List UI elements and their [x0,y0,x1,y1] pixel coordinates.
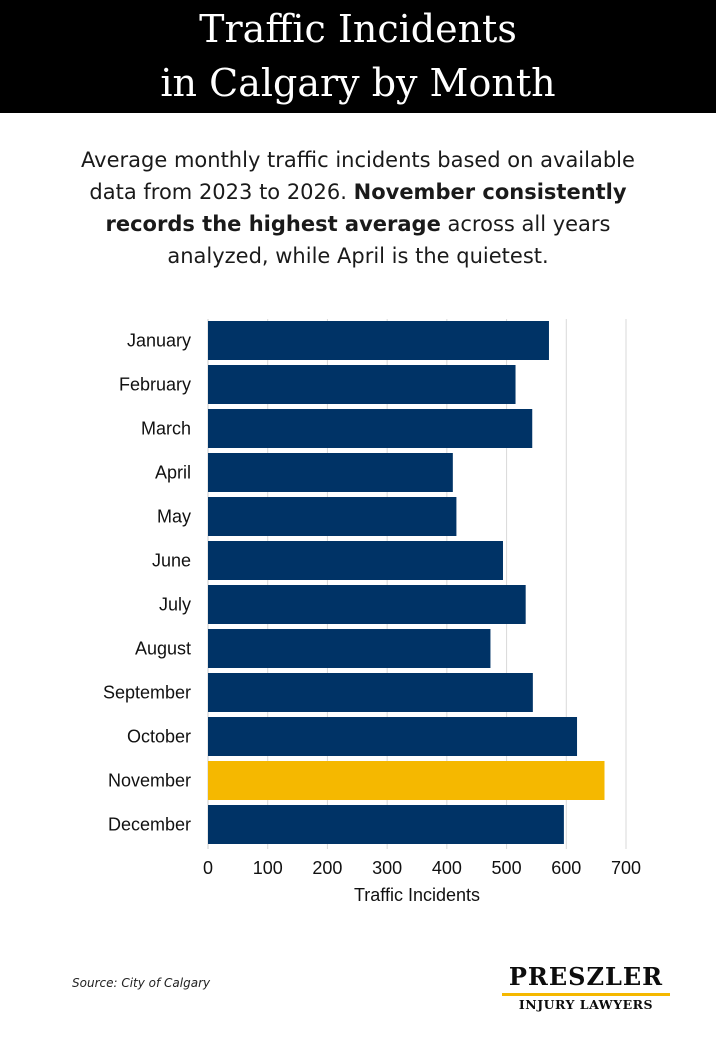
category-label-april: April [155,463,191,483]
bar-august [208,629,491,668]
x-tick-label-600: 600 [551,858,581,878]
bar-december [208,805,564,844]
logo-underline [502,993,670,996]
source-note: Source: City of Calgary [72,976,211,990]
description-text-1: Average monthly traffic incidents based … [81,148,635,204]
category-label-march: March [141,419,191,439]
category-label-july: July [159,595,191,615]
bar-chart: January February March April May June July Augu… [103,319,641,905]
bar-june [208,541,503,580]
x-tick-label-300: 300 [372,858,402,878]
x-axis-title: Traffic Incidents [354,885,480,905]
bar-september [208,673,533,712]
bar-october [208,717,578,756]
category-label-october: October [127,727,191,747]
x-tick-label-500: 500 [492,858,522,878]
category-label-august: August [135,639,191,659]
bar-july [208,585,526,624]
bar-november [208,761,605,800]
chart-description: Average monthly traffic incidents based … [60,144,656,272]
logo-wordmark: PRESZLER [508,962,664,991]
x-tick-label-100: 100 [253,858,283,878]
category-label-january: January [127,331,191,351]
logo-tagline: INJURY LAWYERS [518,997,654,1012]
brand-logo: PRESZLER INJURY LAWYERS [498,962,674,1016]
x-tick-label-0: 0 [203,858,213,878]
category-label-december: December [108,815,191,835]
bar-april [208,453,453,492]
category-label-may: May [157,507,191,527]
category-label-june: June [152,551,191,571]
header-banner: Traffic Incidents in Calgary by Month [0,0,716,113]
description-text-2: across all years analyzed, while April i… [167,212,611,268]
bar-march [208,409,533,448]
category-label-november: November [108,771,191,791]
page-title-line-1: Traffic Incidents [199,7,517,51]
category-label-february: February [119,375,191,395]
x-tick-label-200: 200 [312,858,342,878]
bar-january [208,321,549,360]
category-label-september: September [103,683,191,703]
x-tick-label-700: 700 [611,858,641,878]
page-title-line-2: in Calgary by Month [160,61,556,105]
description-bold: November consistently records the highes… [105,180,627,236]
x-tick-label-400: 400 [432,858,462,878]
bar-may [208,497,457,536]
bar-february [208,365,516,404]
